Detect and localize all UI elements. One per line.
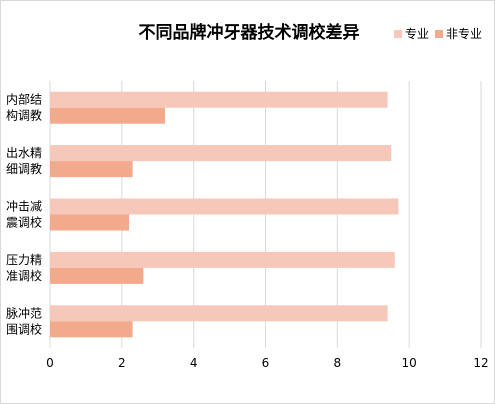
category-label: 内部结 [6,92,42,107]
x-tick-label: 12 [473,356,488,370]
bar [50,107,165,124]
x-tick-label: 2 [118,356,126,370]
category-label: 脉冲范 [6,305,42,320]
category-label: 出水精 [6,146,42,160]
legend: 专业 非专业 [394,26,482,41]
bar [50,161,133,178]
bar [50,214,130,231]
bar [50,305,388,322]
x-axis-tick-labels: 0 2 4 6 8 10 12 [46,356,488,370]
legend-label: 专业 [405,26,429,41]
bar [50,321,133,338]
x-tick-label: 6 [262,356,270,370]
category-label: 冲击减 [6,199,42,214]
bar [50,145,392,162]
category-label: 围调校 [6,321,42,336]
bars [50,91,399,338]
legend-swatch [394,30,402,38]
chart-title: 不同品牌冲牙器技术调校差异 [139,22,360,43]
category-label: 构调教 [6,108,42,123]
category-label: 压力精 [6,253,42,267]
category-label: 细调教 [6,161,42,176]
x-tick-label: 10 [402,356,417,370]
legend-label: 非专业 [446,26,482,41]
bar [50,251,395,268]
bar [50,91,388,108]
x-tick-label: 4 [190,356,198,370]
legend-swatch [435,30,443,38]
bar [50,198,399,215]
x-tick-label: 8 [334,356,342,370]
x-tick-label: 0 [46,356,54,370]
bar [50,267,144,284]
category-label: 准调校 [6,268,42,283]
category-label: 震调校 [6,215,42,230]
